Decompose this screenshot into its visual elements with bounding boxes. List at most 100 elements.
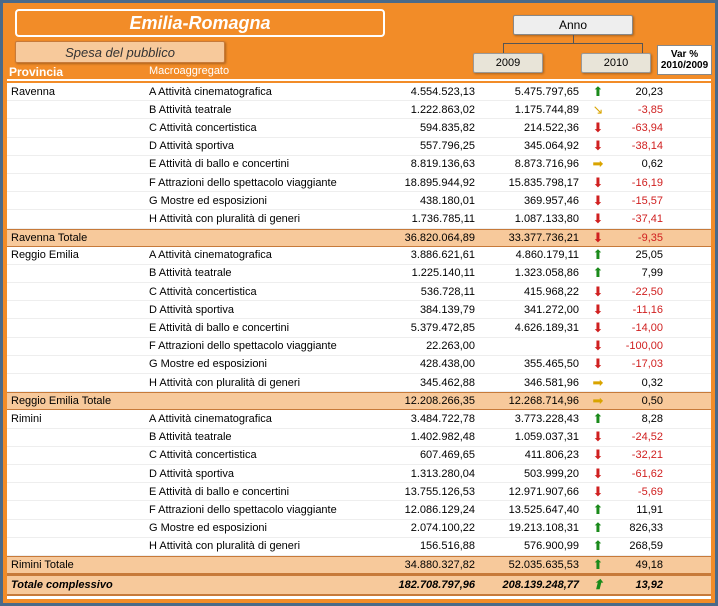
value-2010: 13.525.647,40	[487, 504, 587, 516]
table-row: H Attività con pluralità di generi156.51…	[7, 538, 711, 556]
table-row: E Attività di ballo e concertini8.819.13…	[7, 156, 711, 174]
macro-cell: D Attività sportiva	[147, 140, 387, 152]
subtotal-var: 0,50	[609, 395, 669, 407]
subtotal-row: Rimini Totale34.880.327,8252.035.635,53⬆…	[7, 556, 711, 574]
value-2009: 8.819.136,63	[387, 158, 487, 170]
var-pct: -11,16	[609, 304, 669, 316]
macro-cell: E Attività di ballo e concertini	[147, 486, 387, 498]
value-2009: 557.796,25	[387, 140, 487, 152]
trend-arrow-icon: ➡	[587, 393, 609, 409]
report-frame: Emilia-Romagna Spesa del pubblico Anno 2…	[0, 0, 718, 606]
var-pct: 25,05	[609, 249, 669, 261]
trend-arrow-icon: ⬇	[587, 230, 609, 246]
value-2009: 607.469,65	[387, 449, 487, 461]
table-row: C Attività concertistica607.469,65411.80…	[7, 447, 711, 465]
macro-cell: G Mostre ed esposizioni	[147, 358, 387, 370]
table-row: Reggio EmiliaA Attività cinematografica3…	[7, 247, 711, 265]
table-row: RiminiA Attività cinematografica3.484.72…	[7, 410, 711, 428]
hdr-provincia: Provincia	[7, 65, 147, 79]
var-pct: -32,21	[609, 449, 669, 461]
table-row: D Attività sportiva384.139,79341.272,00⬇…	[7, 301, 711, 319]
var-pct: -38,14	[609, 140, 669, 152]
table-row: H Attività con pluralità di generi1.736.…	[7, 210, 711, 228]
trend-arrow-icon: ⬇	[587, 466, 609, 482]
trend-arrow-icon: ⬆	[587, 538, 609, 554]
value-2010: 15.835.798,17	[487, 177, 587, 189]
var-pct: -5,69	[609, 486, 669, 498]
value-2009: 4.554.523,13	[387, 86, 487, 98]
trend-arrow-icon: ➡	[587, 375, 609, 391]
subtotal-var: 49,18	[609, 559, 669, 571]
subtotal-2010: 33.377.736,21	[487, 232, 587, 244]
macro-cell: F Attrazioni dello spettacolo viaggiante	[147, 340, 387, 352]
grand-total-row: Totale complessivo182.708.797,96208.139.…	[7, 574, 711, 596]
value-2009: 594.835,82	[387, 122, 487, 134]
column-headers: Provincia Macroaggregato	[7, 65, 711, 81]
value-2010: 3.773.228,43	[487, 413, 587, 425]
macro-cell: A Attività cinematografica	[147, 86, 387, 98]
table-row: RavennaA Attività cinematografica4.554.5…	[7, 83, 711, 101]
table-row: C Attività concertistica594.835,82214.52…	[7, 119, 711, 137]
title-box: Emilia-Romagna	[15, 9, 385, 37]
var-pct: -24,52	[609, 431, 669, 443]
var-pct: -3,85	[609, 104, 669, 116]
value-2010: 19.213.108,31	[487, 522, 587, 534]
macro-cell: F Attrazioni dello spettacolo viaggiante	[147, 504, 387, 516]
var-pct: -61,62	[609, 468, 669, 480]
macro-cell: H Attività con pluralità di generi	[147, 540, 387, 552]
subtitle-box: Spesa del pubblico	[15, 41, 225, 63]
value-2010: 1.059.037,31	[487, 431, 587, 443]
value-2009: 1.222.863,02	[387, 104, 487, 116]
trend-arrow-icon: ⬇	[587, 138, 609, 154]
macro-cell: G Mostre ed esposizioni	[147, 522, 387, 534]
macro-cell: F Attrazioni dello spettacolo viaggiante	[147, 177, 387, 189]
trend-arrow-icon: ⬇	[587, 211, 609, 227]
trend-arrow-icon: ⬆	[587, 247, 609, 263]
hdr-macro: Macroaggregato	[147, 65, 387, 79]
trend-arrow-icon: ⬆	[587, 84, 609, 100]
trend-arrow-icon: ⬇	[587, 284, 609, 300]
trend-arrow-icon: ⬇	[587, 484, 609, 500]
subtotal-2009: 12.208.266,35	[387, 395, 487, 407]
trend-arrow-icon: ⬇	[587, 193, 609, 209]
value-2010: 4.626.189,31	[487, 322, 587, 334]
subtotal-2010: 12.268.714,96	[487, 395, 587, 407]
table-row: E Attività di ballo e concertini5.379.47…	[7, 319, 711, 337]
subtotal-label: Ravenna Totale	[7, 232, 387, 244]
subtotal-row: Reggio Emilia Totale12.208.266,3512.268.…	[7, 392, 711, 410]
trend-arrow-icon: ⬇	[587, 302, 609, 318]
value-2010: 369.957,46	[487, 195, 587, 207]
macro-cell: A Attività cinematografica	[147, 413, 387, 425]
var-pct: 826,33	[609, 522, 669, 534]
trend-arrow-icon: ⬆	[587, 557, 609, 573]
macro-cell: B Attività teatrale	[147, 104, 387, 116]
subtotal-2010: 52.035.635,53	[487, 559, 587, 571]
value-2010: 1.087.133,80	[487, 213, 587, 225]
table-row: C Attività concertistica536.728,11415.96…	[7, 283, 711, 301]
value-2010: 8.873.716,96	[487, 158, 587, 170]
value-2010: 415.968,22	[487, 286, 587, 298]
macro-cell: E Attività di ballo e concertini	[147, 158, 387, 170]
trend-arrow-icon: ⬇	[587, 338, 609, 354]
subtotal-label: Reggio Emilia Totale	[7, 395, 387, 407]
macro-cell: A Attività cinematografica	[147, 249, 387, 261]
subtotal-2009: 34.880.327,82	[387, 559, 487, 571]
var-pct: 268,59	[609, 540, 669, 552]
var-pct: 0,62	[609, 158, 669, 170]
value-2010: 346.581,96	[487, 377, 587, 389]
value-2009: 428.438,00	[387, 358, 487, 370]
anno-label: Anno	[513, 15, 633, 35]
value-2010: 5.475.797,65	[487, 86, 587, 98]
value-2009: 12.086.129,24	[387, 504, 487, 516]
macro-cell: B Attività teatrale	[147, 267, 387, 279]
trend-arrow-icon: ⬆	[587, 411, 609, 427]
var-pct: 8,28	[609, 413, 669, 425]
macro-cell: C Attività concertistica	[147, 122, 387, 134]
var-pct: -37,41	[609, 213, 669, 225]
var-pct: 20,23	[609, 86, 669, 98]
value-2009: 156.516,88	[387, 540, 487, 552]
macro-cell: H Attività con pluralità di generi	[147, 213, 387, 225]
value-2010: 214.522,36	[487, 122, 587, 134]
value-2010: 1.323.058,86	[487, 267, 587, 279]
value-2010: 4.860.179,11	[487, 249, 587, 261]
